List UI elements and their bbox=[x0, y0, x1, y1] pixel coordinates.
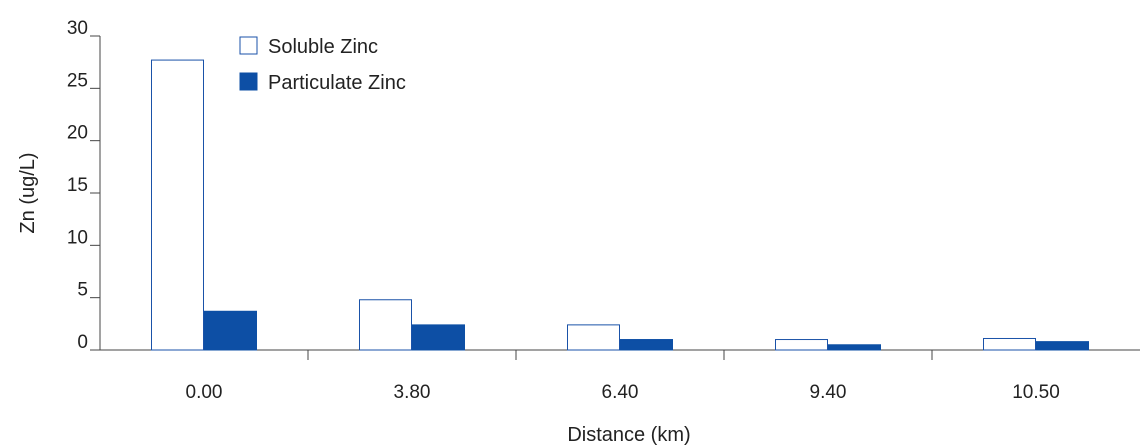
legend-label-particulate-zinc: Particulate Zinc bbox=[268, 72, 406, 94]
bar-particulate-zinc-0-00 bbox=[204, 310, 257, 351]
y-tick-label-25: 25 bbox=[67, 70, 88, 91]
y-tick-label-0: 0 bbox=[77, 332, 88, 353]
y-axis-title: Zn (ug/L) bbox=[17, 152, 39, 233]
y-tick-label-5: 5 bbox=[77, 280, 88, 301]
bar-particulate-zinc-3-80 bbox=[412, 324, 465, 351]
x-tick-label-6-40: 6.40 bbox=[602, 382, 639, 403]
bar-soluble-zinc-6-40 bbox=[567, 324, 620, 351]
bar-particulate-zinc-9-40 bbox=[828, 344, 881, 351]
bar-soluble-zinc-3-80 bbox=[359, 299, 412, 351]
bars bbox=[151, 59, 1089, 351]
x-axis-title: Distance (km) bbox=[567, 424, 690, 446]
bar-particulate-zinc-6-40 bbox=[620, 339, 673, 351]
x-tick-label-0-00: 0.00 bbox=[186, 382, 223, 403]
legend: Soluble Zinc Particulate Zinc bbox=[239, 36, 406, 94]
y-tick-label-15: 15 bbox=[67, 175, 88, 196]
y-tick-label-20: 20 bbox=[67, 123, 88, 144]
y-tick-label-10: 10 bbox=[67, 227, 88, 248]
y-tick-label-30: 30 bbox=[67, 18, 88, 39]
bar-soluble-zinc-10-50 bbox=[983, 337, 1036, 351]
legend-swatch-particulate-zinc bbox=[239, 72, 258, 91]
x-tick-label-9-40: 9.40 bbox=[810, 382, 847, 403]
x-tick-label-10-50: 10.50 bbox=[1012, 382, 1060, 403]
legend-label-soluble-zinc: Soluble Zinc bbox=[268, 36, 378, 58]
bar-particulate-zinc-10-50 bbox=[1036, 341, 1089, 351]
bar-soluble-zinc-9-40 bbox=[775, 339, 828, 351]
bar-soluble-zinc-0-00 bbox=[151, 59, 204, 351]
legend-swatch-soluble-zinc bbox=[239, 36, 258, 55]
x-tick-label-3-80: 3.80 bbox=[394, 382, 431, 403]
y-ticks: 0 5 10 15 20 25 30 bbox=[67, 18, 100, 353]
x-ticks: 0.00 3.80 6.40 9.40 10.50 bbox=[186, 350, 1060, 403]
